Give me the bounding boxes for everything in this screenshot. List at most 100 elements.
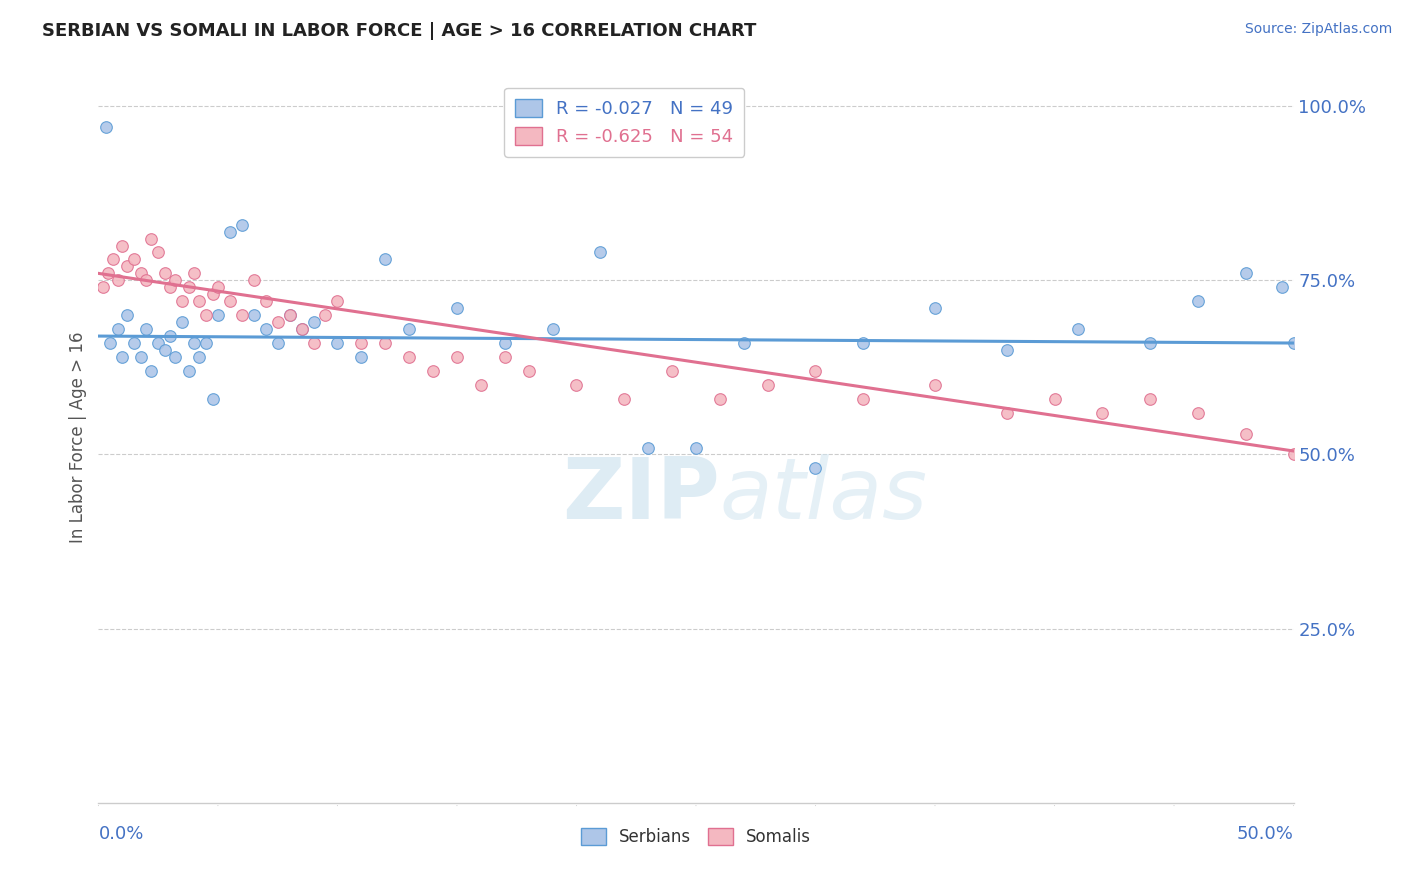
Point — [291, 322, 314, 336]
Point — [291, 322, 314, 336]
Point — [589, 245, 612, 260]
Point — [995, 406, 1018, 420]
Point — [804, 364, 827, 378]
Text: 50.0%: 50.0% — [1237, 825, 1294, 843]
Point — [1282, 448, 1305, 462]
Point — [101, 252, 124, 267]
Point — [202, 392, 225, 406]
Point — [124, 252, 146, 267]
Point — [155, 266, 177, 280]
Y-axis label: In Labor Force | Age > 16: In Labor Force | Age > 16 — [69, 331, 87, 543]
Point — [315, 308, 337, 322]
Point — [278, 308, 301, 322]
Point — [207, 308, 229, 322]
Point — [254, 322, 277, 336]
Point — [107, 322, 129, 336]
Point — [326, 336, 349, 351]
Point — [924, 301, 946, 316]
Point — [231, 218, 253, 232]
Point — [1139, 336, 1161, 351]
Point — [350, 350, 373, 364]
Point — [1271, 280, 1294, 294]
Point — [187, 350, 209, 364]
Point — [350, 336, 373, 351]
Point — [148, 245, 170, 260]
Point — [115, 260, 138, 274]
Point — [243, 308, 266, 322]
Point — [254, 294, 277, 309]
Point — [541, 322, 564, 336]
Point — [179, 364, 201, 378]
Point — [398, 322, 420, 336]
Point — [115, 308, 138, 322]
Point — [661, 364, 683, 378]
Point — [374, 336, 396, 351]
Point — [135, 322, 157, 336]
Point — [159, 280, 181, 294]
Text: Source: ZipAtlas.com: Source: ZipAtlas.com — [1244, 22, 1392, 37]
Text: 0.0%: 0.0% — [98, 825, 143, 843]
Point — [124, 336, 146, 351]
Point — [219, 225, 242, 239]
Point — [231, 308, 253, 322]
Point — [517, 364, 540, 378]
Point — [302, 315, 325, 329]
Point — [98, 336, 122, 351]
Point — [202, 287, 225, 301]
Point — [995, 343, 1018, 357]
Point — [1091, 406, 1114, 420]
Text: SERBIAN VS SOMALI IN LABOR FORCE | AGE > 16 CORRELATION CHART: SERBIAN VS SOMALI IN LABOR FORCE | AGE >… — [42, 22, 756, 40]
Point — [422, 364, 444, 378]
Point — [97, 266, 120, 280]
Point — [195, 308, 218, 322]
Point — [159, 329, 181, 343]
Point — [187, 294, 209, 309]
Point — [219, 294, 242, 309]
Point — [398, 350, 420, 364]
Point — [924, 377, 946, 392]
Point — [135, 273, 157, 287]
Point — [131, 350, 153, 364]
Point — [243, 273, 266, 287]
Point — [1043, 392, 1066, 406]
Point — [565, 377, 588, 392]
Point — [326, 294, 349, 309]
Point — [470, 377, 492, 392]
Point — [172, 315, 194, 329]
Point — [183, 336, 205, 351]
Point — [1234, 426, 1257, 441]
Point — [613, 392, 636, 406]
Point — [195, 336, 218, 351]
Point — [139, 231, 162, 245]
Point — [163, 350, 186, 364]
Point — [94, 120, 117, 134]
Point — [637, 441, 659, 455]
Point — [131, 266, 153, 280]
Point — [446, 350, 468, 364]
Point — [207, 280, 229, 294]
Point — [709, 392, 731, 406]
Text: atlas: atlas — [720, 454, 928, 537]
Legend: Serbians, Somalis: Serbians, Somalis — [574, 822, 818, 853]
Point — [1187, 406, 1209, 420]
Point — [756, 377, 779, 392]
Point — [163, 273, 186, 287]
Point — [852, 336, 875, 351]
Point — [733, 336, 755, 351]
Point — [1139, 392, 1161, 406]
Point — [139, 364, 162, 378]
Point — [172, 294, 194, 309]
Text: ZIP: ZIP — [562, 454, 720, 537]
Point — [267, 336, 290, 351]
Point — [302, 336, 325, 351]
Point — [1187, 294, 1209, 309]
Point — [852, 392, 875, 406]
Point — [374, 252, 396, 267]
Point — [111, 350, 134, 364]
Point — [183, 266, 205, 280]
Point — [494, 350, 516, 364]
Point — [685, 441, 707, 455]
Point — [267, 315, 290, 329]
Point — [111, 238, 134, 252]
Point — [155, 343, 177, 357]
